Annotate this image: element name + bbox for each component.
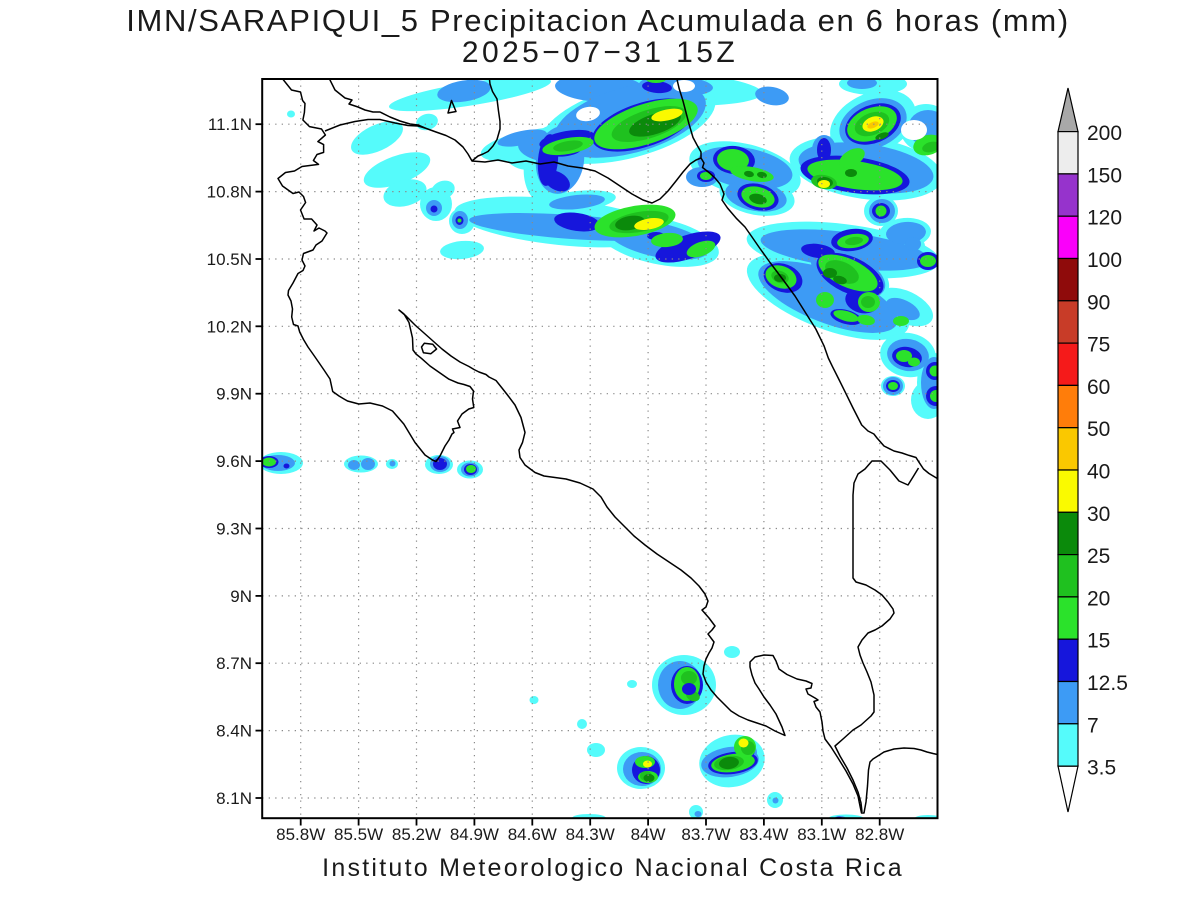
svg-text:15: 15 — [1087, 630, 1110, 653]
svg-text:83.1W: 83.1W — [797, 825, 846, 844]
svg-text:84.9W: 84.9W — [450, 825, 499, 844]
svg-text:85.2W: 85.2W — [392, 825, 441, 844]
svg-text:9.9N: 9.9N — [216, 385, 252, 404]
svg-text:10.8N: 10.8N — [207, 183, 252, 202]
svg-text:83.4W: 83.4W — [739, 825, 788, 844]
svg-text:84W: 84W — [631, 825, 666, 844]
svg-text:10.5N: 10.5N — [207, 250, 252, 269]
svg-text:11.1N: 11.1N — [208, 115, 252, 134]
svg-text:200: 200 — [1087, 122, 1122, 145]
svg-text:83.7W: 83.7W — [681, 825, 730, 844]
svg-text:30: 30 — [1087, 503, 1110, 526]
svg-text:82.8W: 82.8W — [855, 825, 904, 844]
svg-text:8.4N: 8.4N — [216, 722, 252, 741]
svg-text:120: 120 — [1087, 207, 1122, 230]
svg-text:10.2N: 10.2N — [207, 317, 252, 336]
svg-text:9.3N: 9.3N — [216, 520, 252, 539]
svg-text:90: 90 — [1087, 291, 1110, 314]
svg-text:Instituto Meteorologico Nacion: Instituto Meteorologico Nacional Costa R… — [322, 854, 904, 882]
svg-text:7: 7 — [1087, 714, 1099, 737]
svg-text:150: 150 — [1087, 164, 1122, 187]
svg-text:12.5: 12.5 — [1087, 672, 1128, 695]
svg-text:20: 20 — [1087, 587, 1110, 610]
svg-text:3.5: 3.5 — [1087, 757, 1116, 780]
svg-text:IMN/SARAPIQUI_5 Precipitacion: IMN/SARAPIQUI_5 Precipitacion Acumulada … — [126, 3, 1070, 38]
svg-text:9N: 9N — [230, 587, 252, 606]
svg-text:75: 75 — [1087, 334, 1110, 357]
svg-text:8.1N: 8.1N — [216, 789, 252, 808]
svg-text:84.3W: 84.3W — [566, 825, 615, 844]
svg-text:8.7N: 8.7N — [216, 654, 252, 673]
svg-text:25: 25 — [1087, 545, 1110, 568]
svg-text:84.6W: 84.6W — [508, 825, 557, 844]
svg-text:60: 60 — [1087, 376, 1110, 399]
svg-text:85.8W: 85.8W — [276, 825, 325, 844]
svg-text:100: 100 — [1087, 249, 1122, 272]
svg-text:2025−07−31 15Z: 2025−07−31 15Z — [462, 36, 738, 69]
svg-text:40: 40 — [1087, 461, 1110, 484]
svg-text:50: 50 — [1087, 418, 1110, 441]
svg-text:9.6N: 9.6N — [216, 452, 252, 471]
svg-text:85.5W: 85.5W — [334, 825, 383, 844]
